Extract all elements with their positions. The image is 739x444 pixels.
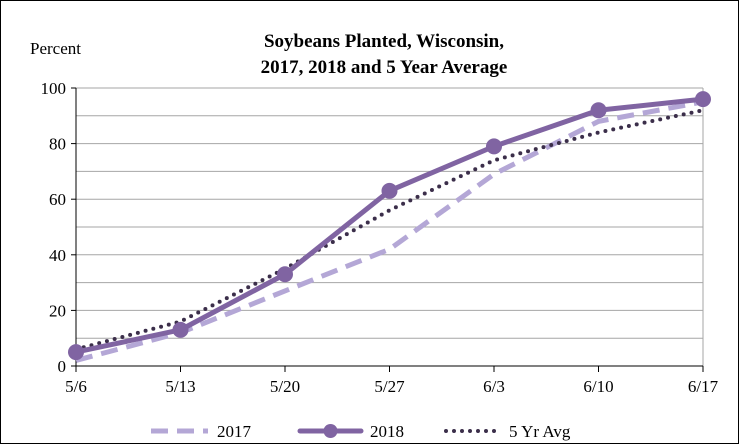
legend-item: 2017	[151, 422, 252, 441]
y-tick-label: 60	[49, 190, 66, 209]
y-tick-label: 0	[58, 357, 67, 376]
x-tick-label: 5/20	[270, 377, 300, 396]
series-2018	[68, 91, 711, 361]
legend-label: 2018	[370, 422, 404, 441]
legend-item: 2018	[297, 422, 404, 441]
series-line	[73, 96, 706, 355]
data-point-marker	[695, 91, 711, 108]
y-tick-label: 40	[49, 246, 66, 265]
data-point-marker	[486, 138, 502, 155]
x-tick-label: 6/10	[583, 377, 613, 396]
x-tick-label: 5/27	[374, 377, 405, 396]
series-line	[74, 108, 705, 352]
series-line	[75, 99, 704, 363]
x-tick-label: 6/17	[688, 377, 719, 396]
y-axis-label: Percent	[30, 39, 81, 58]
data-point-marker	[277, 266, 293, 283]
legend-item: 5 Yr Avg	[444, 422, 571, 441]
legend-label: 2017	[217, 422, 252, 441]
data-point-marker	[381, 182, 398, 199]
y-tick-label: 80	[49, 135, 66, 154]
series-2017	[75, 99, 704, 363]
x-tick-label: 5/13	[165, 377, 195, 396]
data-point-marker	[172, 321, 189, 338]
legend-marker	[323, 424, 338, 438]
y-tick-label: 20	[49, 301, 66, 320]
chart-title: Soybeans Planted, Wisconsin,	[264, 31, 504, 52]
data-point-marker	[68, 344, 84, 361]
legend-label: 5 Yr Avg	[509, 422, 571, 441]
series-5-yr-avg	[74, 108, 705, 352]
data-point-marker	[590, 102, 607, 119]
x-tick-label: 5/6	[65, 377, 87, 396]
chart-subtitle: 2017, 2018 and 5 Year Average	[261, 57, 508, 78]
x-tick-label: 6/3	[483, 377, 505, 396]
y-tick-label: 100	[41, 79, 67, 98]
